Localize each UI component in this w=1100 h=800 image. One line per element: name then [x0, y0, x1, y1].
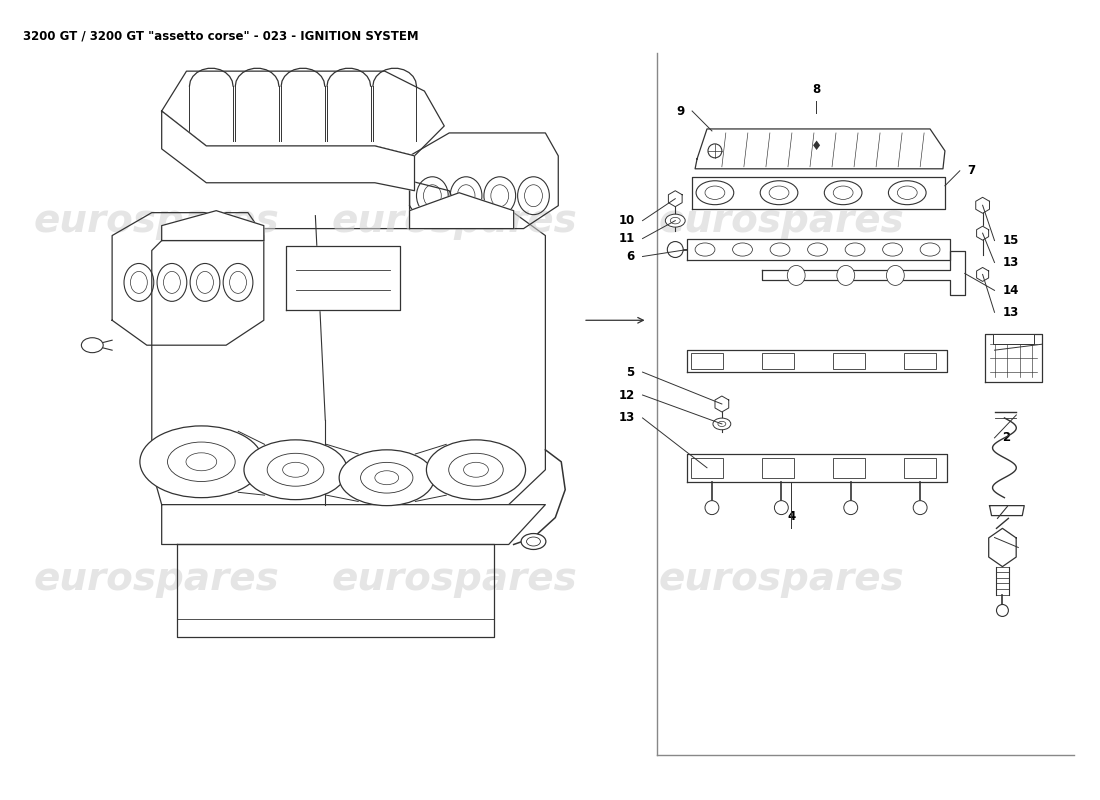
Ellipse shape [824, 181, 862, 205]
Ellipse shape [889, 181, 926, 205]
Text: 10: 10 [618, 214, 635, 227]
Polygon shape [695, 129, 945, 169]
Polygon shape [761, 250, 965, 295]
Text: 13: 13 [1002, 256, 1019, 269]
Ellipse shape [733, 243, 752, 256]
Text: 3: 3 [1002, 531, 1011, 544]
Text: 13: 13 [618, 411, 635, 425]
Ellipse shape [244, 440, 348, 500]
Bar [691, 353, 723, 369]
Polygon shape [177, 545, 494, 637]
Bar [762, 458, 794, 478]
Ellipse shape [713, 418, 730, 430]
Text: 3200 GT / 3200 GT "assetto corse" - 023 - IGNITION SYSTEM: 3200 GT / 3200 GT "assetto corse" - 023 … [23, 30, 418, 42]
Text: 15: 15 [1002, 234, 1019, 247]
Polygon shape [688, 350, 947, 372]
Text: 8: 8 [812, 83, 821, 96]
Text: 7: 7 [968, 164, 976, 178]
Ellipse shape [81, 338, 103, 353]
Ellipse shape [920, 243, 940, 256]
Ellipse shape [770, 243, 790, 256]
Circle shape [997, 605, 1009, 617]
Text: 13: 13 [1002, 306, 1019, 319]
Polygon shape [984, 334, 1042, 382]
Polygon shape [976, 198, 990, 214]
Polygon shape [112, 213, 264, 345]
Polygon shape [409, 193, 514, 229]
Text: 5: 5 [626, 366, 635, 378]
Bar [833, 458, 865, 478]
Ellipse shape [760, 181, 798, 205]
Text: 6: 6 [626, 250, 635, 263]
Circle shape [705, 501, 719, 514]
Bar [904, 458, 936, 478]
Polygon shape [162, 111, 415, 190]
Polygon shape [688, 454, 947, 482]
Ellipse shape [696, 181, 734, 205]
Text: eurospares: eurospares [34, 560, 279, 598]
Polygon shape [669, 190, 682, 206]
Polygon shape [162, 210, 264, 241]
Ellipse shape [788, 266, 805, 286]
Polygon shape [977, 226, 989, 240]
Polygon shape [990, 506, 1024, 515]
Circle shape [668, 242, 683, 258]
Ellipse shape [521, 534, 546, 550]
Bar [691, 458, 723, 478]
Text: 2: 2 [1002, 431, 1011, 444]
Circle shape [844, 501, 858, 514]
Text: 4: 4 [788, 510, 795, 522]
Circle shape [774, 501, 789, 514]
Text: 9: 9 [675, 105, 684, 118]
Ellipse shape [427, 440, 526, 500]
Polygon shape [692, 177, 945, 209]
Text: eurospares: eurospares [659, 560, 904, 598]
Polygon shape [977, 267, 989, 282]
Text: eurospares: eurospares [659, 202, 904, 240]
Polygon shape [286, 246, 399, 310]
Text: ♦: ♦ [811, 140, 822, 154]
Ellipse shape [845, 243, 865, 256]
Polygon shape [989, 528, 1016, 566]
Polygon shape [409, 133, 559, 229]
Bar [904, 353, 936, 369]
Ellipse shape [837, 266, 855, 286]
Ellipse shape [882, 243, 902, 256]
Text: eurospares: eurospares [331, 560, 578, 598]
Text: eurospares: eurospares [34, 202, 279, 240]
Ellipse shape [339, 450, 434, 506]
Ellipse shape [807, 243, 827, 256]
Text: 1: 1 [1002, 344, 1011, 357]
Polygon shape [162, 505, 546, 545]
Circle shape [708, 144, 722, 158]
Polygon shape [152, 181, 546, 505]
Bar [833, 353, 865, 369]
Ellipse shape [887, 266, 904, 286]
Polygon shape [715, 396, 728, 412]
Bar [992, 334, 1034, 344]
Text: 14: 14 [1002, 284, 1019, 297]
Bar [762, 353, 794, 369]
Text: eurospares: eurospares [331, 202, 578, 240]
Text: 11: 11 [618, 232, 635, 245]
Circle shape [913, 501, 927, 514]
Polygon shape [688, 238, 950, 261]
Ellipse shape [140, 426, 263, 498]
Text: 12: 12 [618, 389, 635, 402]
Ellipse shape [695, 243, 715, 256]
Polygon shape [162, 71, 444, 156]
Ellipse shape [666, 214, 685, 227]
